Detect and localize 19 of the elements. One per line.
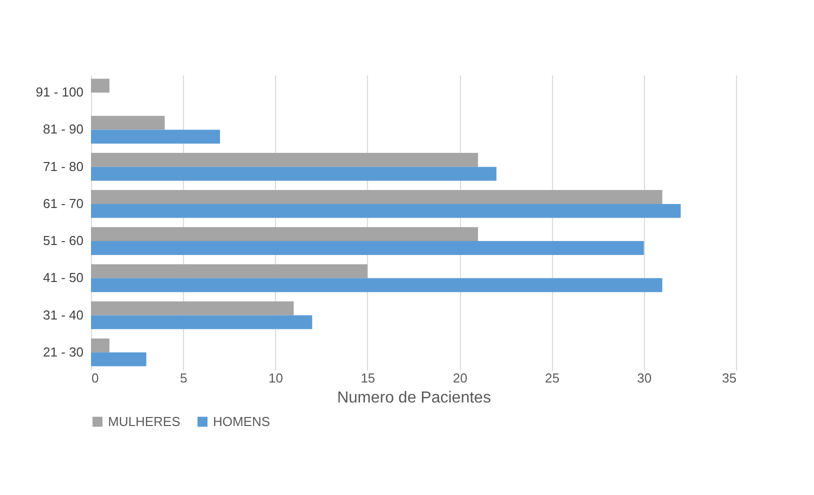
y-tick-label: 81 - 90 — [43, 122, 84, 137]
x-tick-label: 25 — [544, 370, 560, 386]
x-tick-label: 15 — [360, 370, 376, 386]
y-tick-label: 61 - 70 — [43, 196, 84, 211]
y-tick-label: 21 - 30 — [43, 344, 84, 360]
x-tick-label: 20 — [452, 370, 468, 386]
x-tick-label: 35 — [722, 370, 736, 386]
y-tick-label: 41 - 50 — [43, 270, 84, 286]
legend-label: HOMENS — [213, 414, 270, 429]
x-tick-label: 30 — [637, 370, 652, 386]
legend-label: MULHERES — [108, 414, 181, 429]
y-tick-label: 31 - 40 — [43, 307, 84, 322]
x-tick-label: 5 — [180, 370, 188, 386]
y-tick-label: 91 - 100 — [36, 84, 84, 100]
y-tick-label: 51 - 60 — [43, 233, 84, 248]
x-axis-title: Numero de Pacientes — [337, 390, 491, 406]
y-tick-label: 71 - 80 — [43, 158, 84, 174]
x-tick-label: 10 — [268, 370, 284, 386]
x-tick-label: 0 — [92, 370, 99, 386]
